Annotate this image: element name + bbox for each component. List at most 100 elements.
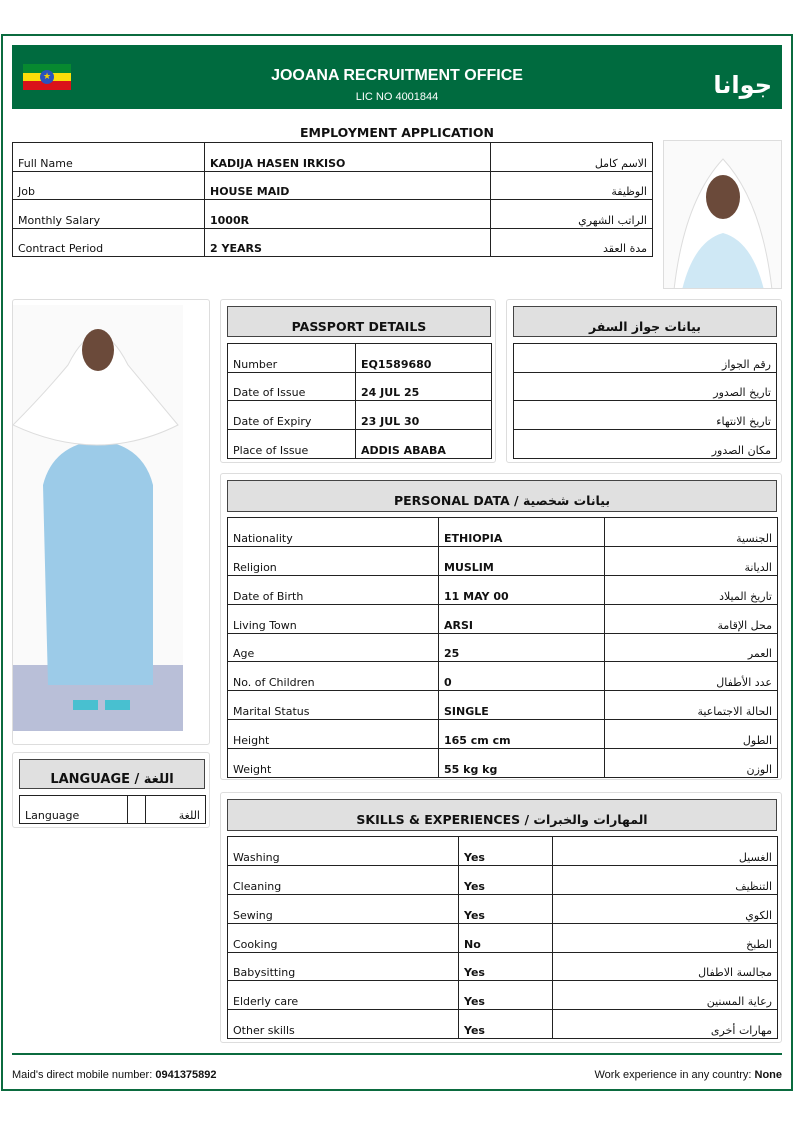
cell-value: 1000R — [204, 199, 491, 229]
portrait-photo — [663, 140, 782, 289]
cell-label: Date of Birth — [227, 574, 439, 605]
language-label: Language — [19, 795, 128, 824]
cell-label: Weight — [227, 748, 439, 779]
cell-label: Babysitting — [227, 951, 459, 982]
cell-value: EQ1589680 — [355, 343, 492, 373]
work-experience: Work experience in any country: None — [595, 1069, 783, 1081]
cell-value: 165 cm cm — [438, 719, 605, 750]
personal-data-panel: PERSONAL DATA / بيانات شخصية Nationality… — [220, 473, 782, 780]
passport-table: Number EQ1589680 Date of Issue 24 JUL 25 Dat… — [227, 343, 492, 459]
cell-ar: الوظيفة — [490, 170, 653, 200]
cell-label: Cleaning — [227, 864, 459, 895]
table-row: Place of Issue ADDIS ABABA — [227, 429, 492, 459]
table-row: Living Town ARSI محل الإقامة — [227, 603, 778, 634]
mobile-label: Maid's direct mobile number: — [12, 1069, 153, 1081]
passport-header: PASSPORT DETAILS — [227, 306, 491, 337]
table-row: Date of Birth 11 MAY 00 تاريخ الميلاد — [227, 574, 778, 605]
cell-ar: الكوي — [552, 893, 778, 924]
cell-value: 25 — [438, 632, 605, 663]
table-row: Contract Period 2 YEARS مدة العقد — [12, 227, 653, 257]
cell-ar: تاريخ الصدور — [513, 371, 777, 402]
cell-ar: مجالسة الاطفال — [552, 951, 778, 982]
full-body-photo — [13, 305, 183, 731]
cell-value: Yes — [458, 893, 553, 924]
experience-label: Work experience in any country: — [594, 1069, 752, 1081]
cell-value: No — [458, 922, 553, 953]
language-value — [127, 795, 146, 824]
language-header: LANGUAGE / اللغة — [19, 759, 205, 789]
cell-value: 11 MAY 00 — [438, 574, 605, 605]
table-row: Height 165 cm cm الطول — [227, 719, 778, 750]
language-label-ar: اللغة — [145, 795, 206, 824]
skills-table: Washing Yes الغسيل Cleaning Yes التنظيف Sewing… — [227, 836, 778, 1040]
table-row: رقم الجواز — [513, 343, 777, 373]
experience-value: None — [754, 1069, 783, 1081]
personal-data-header: PERSONAL DATA / بيانات شخصية — [227, 480, 777, 512]
skills-header: SKILLS & EXPERIENCES / المهارات والخبرات — [227, 799, 777, 831]
mobile-number: Maid's direct mobile number: 0941375892 — [12, 1069, 217, 1081]
table-row: Job HOUSE MAID الوظيفة — [12, 170, 653, 200]
cell-label: Sewing — [227, 893, 459, 924]
header-band: JOOANA RECRUITMENT OFFICE LIC NO 4001844… — [12, 45, 782, 109]
cell-label: Number — [227, 343, 356, 373]
table-row: تاريخ الصدور — [513, 371, 777, 402]
company-name: JOOANA RECRUITMENT OFFICE — [271, 67, 523, 84]
cell-label: Nationality — [227, 517, 439, 547]
language-panel: LANGUAGE / اللغة Language اللغة — [12, 752, 210, 828]
cell-ar: مهارات أخرى — [552, 1009, 778, 1040]
cell-label: Date of Expiry — [227, 400, 356, 431]
cell-label: Date of Issue — [227, 371, 356, 402]
table-row: Cleaning Yes التنظيف — [227, 864, 778, 895]
table-row: Marital Status SINGLE الحالة الاجتماعية — [227, 690, 778, 721]
table-row: Date of Issue 24 JUL 25 — [227, 371, 492, 402]
cell-ar: التنظيف — [552, 864, 778, 895]
cell-value: HOUSE MAID — [204, 170, 491, 200]
cell-ar: الديانة — [604, 545, 778, 576]
cell-label: Contract Period — [12, 227, 205, 257]
passport-header-ar: بيانات جواز السفر — [513, 306, 777, 337]
cell-ar: الاسم كامل — [490, 142, 653, 172]
passport-table-ar: رقم الجواز تاريخ الصدور تاريخ الانتهاء مكان… — [513, 343, 777, 459]
cell-ar: محل الإقامة — [604, 603, 778, 634]
passport-panel-arabic: بيانات جواز السفر رقم الجواز تاريخ الصدور… — [506, 299, 782, 463]
mobile-value: 0941375892 — [155, 1069, 217, 1081]
table-row: Age 25 العمر — [227, 632, 778, 663]
cell-ar: الطبخ — [552, 922, 778, 953]
cell-ar: تاريخ الانتهاء — [513, 400, 777, 431]
license-number: LIC NO 4001844 — [355, 91, 439, 103]
table-row: Sewing Yes الكوي — [227, 893, 778, 924]
cell-ar: الجنسية — [604, 517, 778, 547]
cell-value: Yes — [458, 980, 553, 1011]
cell-value: 0 — [438, 661, 605, 692]
cell-label: Elderly care — [227, 980, 459, 1011]
page-frame — [1, 34, 793, 1091]
cell-ar: الوزن — [604, 748, 778, 779]
main-info-table: Full Name KADIJA HASEN IRKISO الاسم كامل Jo… — [12, 142, 653, 257]
cell-value: 23 JUL 30 — [355, 400, 492, 431]
cell-ar: عدد الأطفال — [604, 661, 778, 692]
cell-label: Height — [227, 719, 439, 750]
full-body-photo-panel — [12, 299, 210, 745]
table-row: Other skills Yes مهارات أخرى — [227, 1009, 778, 1040]
cell-value: 2 YEARS — [204, 227, 491, 257]
cell-value: ETHIOPIA — [438, 517, 605, 547]
cell-ar: العمر — [604, 632, 778, 663]
cell-label: Washing — [227, 836, 459, 866]
cell-label: Marital Status — [227, 690, 439, 721]
table-row: تاريخ الانتهاء — [513, 400, 777, 431]
table-row: Babysitting Yes مجالسة الاطفال — [227, 951, 778, 982]
table-row: Monthly Salary 1000R الراتب الشهري — [12, 199, 653, 229]
cell-value: ARSI — [438, 603, 605, 634]
cell-label: Monthly Salary — [12, 199, 205, 229]
cell-label: Other skills — [227, 1009, 459, 1040]
cell-label: Place of Issue — [227, 429, 356, 459]
cell-ar: مكان الصدور — [513, 429, 777, 459]
cell-value: KADIJA HASEN IRKISO — [204, 142, 491, 172]
table-row: Full Name KADIJA HASEN IRKISO الاسم كامل — [12, 142, 653, 172]
table-row: Religion MUSLIM الديانة — [227, 545, 778, 576]
cell-ar: الراتب الشهري — [490, 199, 653, 229]
footer-divider — [12, 1053, 782, 1055]
cell-label: Full Name — [12, 142, 205, 172]
cell-value: Yes — [458, 836, 553, 866]
cell-value: 55 kg kg — [438, 748, 605, 779]
